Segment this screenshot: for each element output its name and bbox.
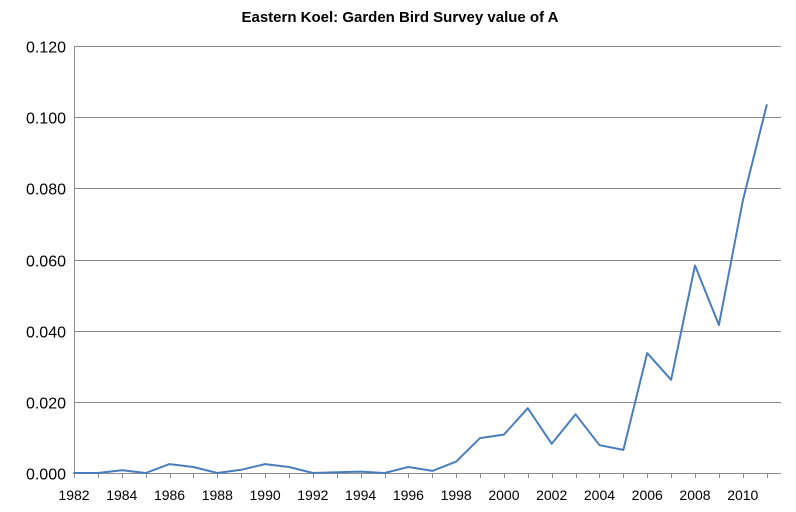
data-point — [215, 471, 220, 476]
data-point — [119, 468, 124, 473]
x-tick-label: 2006 — [632, 487, 663, 503]
data-point — [549, 441, 554, 446]
y-tick-label: 0.000 — [26, 467, 66, 484]
data-point — [645, 351, 650, 356]
data-point — [621, 447, 626, 452]
data-point — [716, 323, 721, 328]
data-point — [501, 432, 506, 437]
data-point — [263, 462, 268, 467]
x-tick-label: 1996 — [393, 487, 424, 503]
x-tick-label: 1994 — [345, 487, 376, 503]
data-point — [334, 470, 339, 475]
data-point — [430, 468, 435, 473]
y-tick-label: 0.040 — [26, 325, 66, 342]
data-point — [143, 471, 148, 476]
gridlines — [74, 46, 781, 403]
data-point — [167, 462, 172, 467]
y-tick-label: 0.020 — [26, 396, 66, 413]
data-point — [478, 436, 483, 441]
x-tick-label: 1982 — [58, 487, 89, 503]
x-tick-label: 1992 — [297, 487, 328, 503]
data-point — [358, 469, 363, 474]
y-tick-label: 0.100 — [26, 111, 66, 128]
x-tick-label: 2000 — [488, 487, 519, 503]
data-point — [95, 471, 100, 476]
data-point — [573, 412, 578, 417]
series-line — [73, 104, 768, 474]
data-point — [382, 471, 387, 476]
x-tick-label: 2008 — [679, 487, 710, 503]
data-point — [764, 103, 769, 108]
x-tick-label: 1998 — [441, 487, 472, 503]
y-axis-tick-labels: 0.000 0.020 0.040 0.060 0.080 0.100 0.120 — [26, 40, 66, 484]
data-point — [454, 459, 459, 464]
x-axis-tick-labels: 1982 1984 1986 1988 1990 1992 1994 1996 1998 2000… — [58, 487, 758, 503]
data-point — [740, 198, 745, 203]
y-tick-label: 0.120 — [26, 40, 66, 57]
data-point — [287, 465, 292, 470]
data-point — [191, 465, 196, 470]
x-tick-label: 2002 — [536, 487, 567, 503]
x-tick-label: 2004 — [584, 487, 615, 503]
data-point — [72, 471, 77, 476]
axes — [74, 46, 781, 478]
x-tick-label: 1990 — [250, 487, 281, 503]
data-point — [525, 406, 530, 411]
x-tick-label: 1988 — [202, 487, 233, 503]
data-point — [310, 471, 315, 476]
y-tick-label: 0.060 — [26, 254, 66, 271]
y-tick-label: 0.080 — [26, 182, 66, 199]
x-tick-label: 1986 — [154, 487, 185, 503]
data-point — [693, 263, 698, 268]
data-point — [239, 467, 244, 472]
chart-title: Eastern Koel: Garden Bird Survey value o… — [241, 9, 558, 26]
series-layer — [72, 103, 769, 476]
x-tick-label: 1984 — [106, 487, 137, 503]
x-tick-label: 2010 — [727, 487, 758, 503]
data-point — [406, 465, 411, 470]
data-point — [669, 377, 674, 382]
data-point — [597, 443, 602, 448]
